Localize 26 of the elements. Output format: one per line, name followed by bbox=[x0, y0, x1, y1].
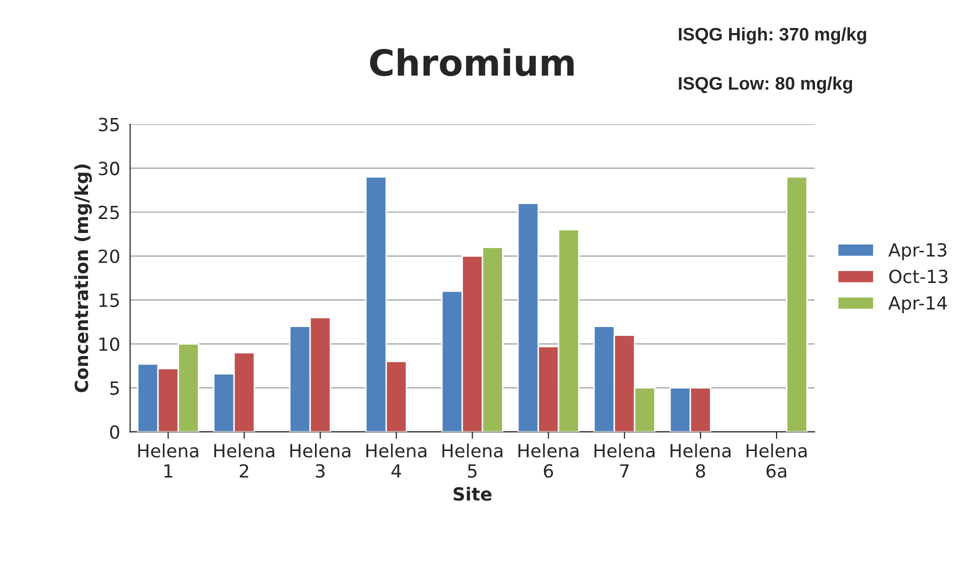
x-tick-label: Helena 4 bbox=[366, 444, 426, 478]
y-axis-title: Concentration (mg/kg) bbox=[74, 164, 92, 392]
y-tick-label: 0 bbox=[110, 425, 120, 439]
x-tick-label: Helena 5 bbox=[442, 444, 502, 478]
x-tick-label: Helena 2 bbox=[214, 444, 274, 478]
x-tick-label: Helena 7 bbox=[594, 444, 654, 478]
x-tick-label: Helena 8 bbox=[670, 444, 731, 478]
y-tick-label: 20 bbox=[98, 250, 120, 264]
chart-title: Chromium bbox=[370, 48, 574, 76]
y-tick-label: 25 bbox=[98, 206, 119, 220]
legend-label: Apr-13 bbox=[888, 243, 946, 260]
x-tick-label: Helena 6 bbox=[518, 444, 578, 478]
y-tick-label: 5 bbox=[110, 382, 119, 395]
legend-label: Oct-13 bbox=[889, 270, 948, 284]
legend-label: Apr-14 bbox=[888, 296, 947, 314]
text: ISQG Low: 80 mg/kg bbox=[678, 76, 852, 94]
y-tick-label: 10 bbox=[99, 337, 120, 352]
y-tick-label: 15 bbox=[99, 294, 119, 308]
bar bbox=[786, 176, 808, 432]
text: ISQG High: 370 mg/kg bbox=[678, 27, 866, 44]
x-axis-title: Site bbox=[454, 486, 492, 501]
x-tick-label: Helena 1 bbox=[138, 444, 198, 478]
x-tick-label: Helena 3 bbox=[290, 444, 350, 478]
y-tick-label: 30 bbox=[98, 162, 120, 176]
y-tick-label: 35 bbox=[98, 118, 119, 132]
x-tick-label: Helena 6a bbox=[746, 444, 807, 478]
